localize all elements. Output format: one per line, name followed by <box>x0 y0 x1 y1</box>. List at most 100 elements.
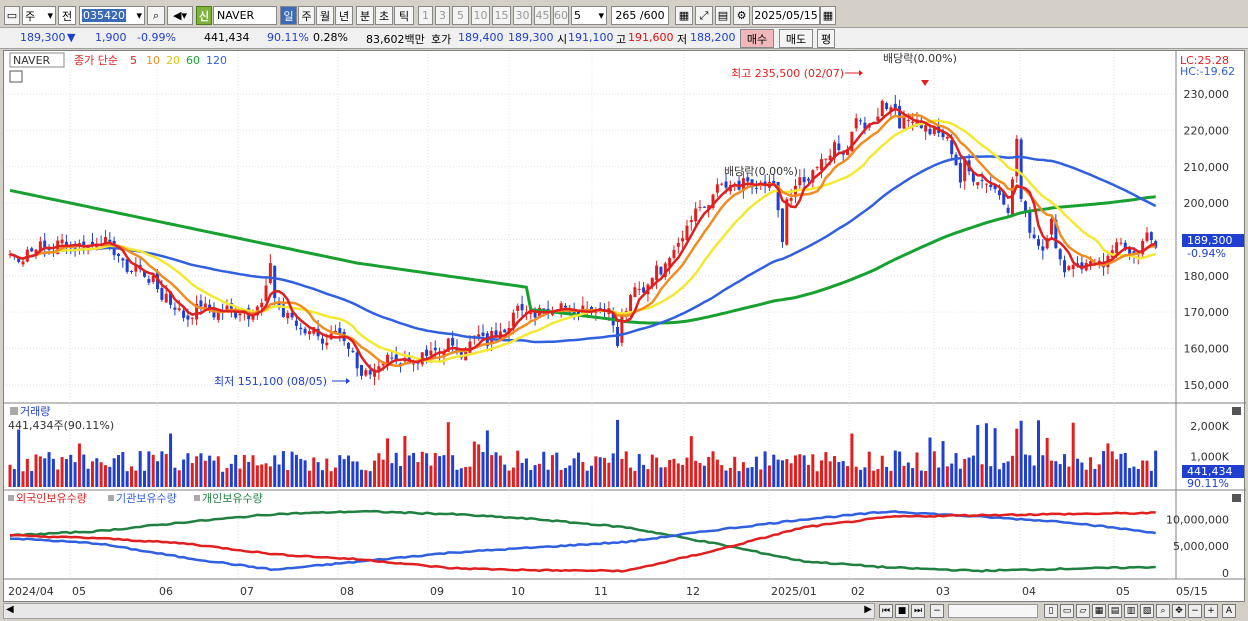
calendar-icon[interactable]: ▦ <box>820 6 836 25</box>
zoom-icon[interactable]: ⌕ <box>1156 604 1170 618</box>
view-type-button[interactable]: 전 <box>58 6 76 25</box>
volume-bar <box>1145 460 1149 487</box>
speaker-icon[interactable]: ◀▾ <box>167 6 193 25</box>
sell-button[interactable]: 매도 <box>779 29 813 48</box>
volume-bar <box>490 455 494 487</box>
holdings-handle-3[interactable] <box>194 495 200 501</box>
plus-icon[interactable]: + <box>1204 604 1218 618</box>
volume-bar <box>724 470 728 487</box>
interval-button-1[interactable]: 1 <box>418 6 433 25</box>
move-icon[interactable]: ✥ <box>1172 604 1186 618</box>
count-field[interactable]: 265 /600 <box>611 6 669 25</box>
shin-badge[interactable]: 신 <box>196 6 212 25</box>
volume-bar <box>203 460 207 487</box>
ma-line-120 <box>9 188 1156 325</box>
table-icon[interactable] <box>9 70 23 83</box>
candle-body <box>234 310 238 318</box>
candle-body <box>837 143 841 150</box>
volume-bar <box>542 451 546 487</box>
holdings-panel-close-icon[interactable] <box>1232 494 1241 502</box>
candle-body <box>21 261 25 265</box>
high-label: 고 <box>616 33 627 46</box>
zoom-slider[interactable] <box>948 604 1038 618</box>
chart-area[interactable]: 230,000220,000210,000200,000190,000180,0… <box>3 50 1246 603</box>
stock-name-field[interactable]: NAVER <box>213 6 277 25</box>
volume-bar <box>190 463 194 487</box>
view-4-icon[interactable]: ▦ <box>1092 604 1106 618</box>
volume-panel-handle[interactable] <box>10 407 18 415</box>
view-1-icon[interactable]: ▯ <box>1044 604 1058 618</box>
horizontal-scrollbar[interactable]: ◀ ▶ <box>3 603 875 619</box>
view-6-icon[interactable]: ▥ <box>1124 604 1138 618</box>
interval-button-15[interactable]: 15 <box>492 6 511 25</box>
next-page-icon[interactable]: ⏭ <box>911 604 925 618</box>
volume-bar <box>338 455 342 487</box>
candle-body <box>373 369 377 377</box>
candle-body <box>511 312 515 327</box>
interval-button-10[interactable]: 10 <box>471 6 490 25</box>
draw-tool-icon[interactable]: ⤢ <box>695 6 713 25</box>
holdings-handle-1[interactable] <box>8 495 14 501</box>
tab-day[interactable]: 일 <box>280 6 297 25</box>
font-icon[interactable]: A <box>1222 604 1236 618</box>
interval-button-3[interactable]: 3 <box>435 6 450 25</box>
volume-bar <box>446 422 450 487</box>
tab-second[interactable]: 초 <box>375 6 393 25</box>
holdings-handle-2[interactable] <box>108 495 114 501</box>
first-page-icon[interactable]: ⏮ <box>879 604 893 618</box>
view-5-icon[interactable]: ▤ <box>1108 604 1122 618</box>
candle-body <box>225 305 229 312</box>
layout-icon[interactable]: ▦ <box>675 6 693 25</box>
period-select[interactable]: 주 ▾ <box>22 6 56 25</box>
interval-button-45[interactable]: 45 <box>534 6 551 25</box>
view-3-icon[interactable]: ▱ <box>1076 604 1090 618</box>
date-field[interactable]: 2025/05/15 <box>752 6 820 25</box>
zoom-minus-icon[interactable]: − <box>930 604 944 618</box>
stock-code-input[interactable]: 035420 ▾ <box>79 6 145 25</box>
tab-minute[interactable]: 분 <box>356 6 374 25</box>
tab-month[interactable]: 월 <box>316 6 334 25</box>
candle-body <box>477 334 481 338</box>
volume-panel-close-icon[interactable] <box>1232 407 1241 415</box>
low-arrow-head <box>346 378 350 384</box>
volume-bar <box>1132 466 1136 487</box>
candle-body <box>281 304 285 317</box>
save-icon[interactable]: ▤ <box>715 6 731 25</box>
tab-second-label: 초 <box>378 9 390 23</box>
search-icon[interactable]: ⌕ <box>147 6 165 25</box>
scroll-left-icon[interactable]: ◀ <box>6 604 14 615</box>
candle-body <box>1115 242 1119 254</box>
interval-button-60[interactable]: 60 <box>553 6 569 25</box>
scroll-right-icon[interactable]: ▶ <box>864 604 872 615</box>
volume-bar <box>1028 455 1032 487</box>
volume-bar <box>754 456 758 487</box>
candle-body <box>824 158 828 160</box>
candle-body <box>1036 239 1040 246</box>
volume-bar <box>924 470 928 487</box>
tab-tick[interactable]: 틱 <box>394 6 414 25</box>
gear-icon[interactable]: ⚙ <box>733 6 750 25</box>
interval-button-30[interactable]: 30 <box>513 6 532 25</box>
legend-ma10: 10 <box>146 54 160 67</box>
chart-canvas[interactable]: 230,000220,000210,000200,000190,000180,0… <box>4 51 1246 603</box>
view-2-icon[interactable]: ▭ <box>1060 604 1074 618</box>
window-menu-icon[interactable]: ▭ <box>4 6 20 25</box>
tab-week[interactable]: 주 <box>298 6 315 25</box>
volume-bar <box>1032 465 1036 487</box>
candle-body <box>386 354 390 365</box>
buy-button[interactable]: 매수 <box>740 29 774 48</box>
view-7-icon[interactable]: ▧ <box>1140 604 1154 618</box>
avg-button[interactable]: 평 <box>817 29 835 48</box>
interval-select[interactable]: 5 ▾ <box>571 6 607 25</box>
volume-bar <box>720 465 724 487</box>
ma-line-20 <box>9 119 1156 363</box>
stop-icon[interactable]: ■ <box>895 604 909 618</box>
tab-year[interactable]: 년 <box>335 6 353 25</box>
interval-button-5[interactable]: 5 <box>452 6 469 25</box>
candle-body <box>650 277 654 287</box>
volume-bar <box>993 428 997 487</box>
minus-icon[interactable]: − <box>1188 604 1202 618</box>
candle-body <box>290 312 294 318</box>
volume-bar <box>876 469 880 487</box>
candle-body <box>572 310 576 316</box>
